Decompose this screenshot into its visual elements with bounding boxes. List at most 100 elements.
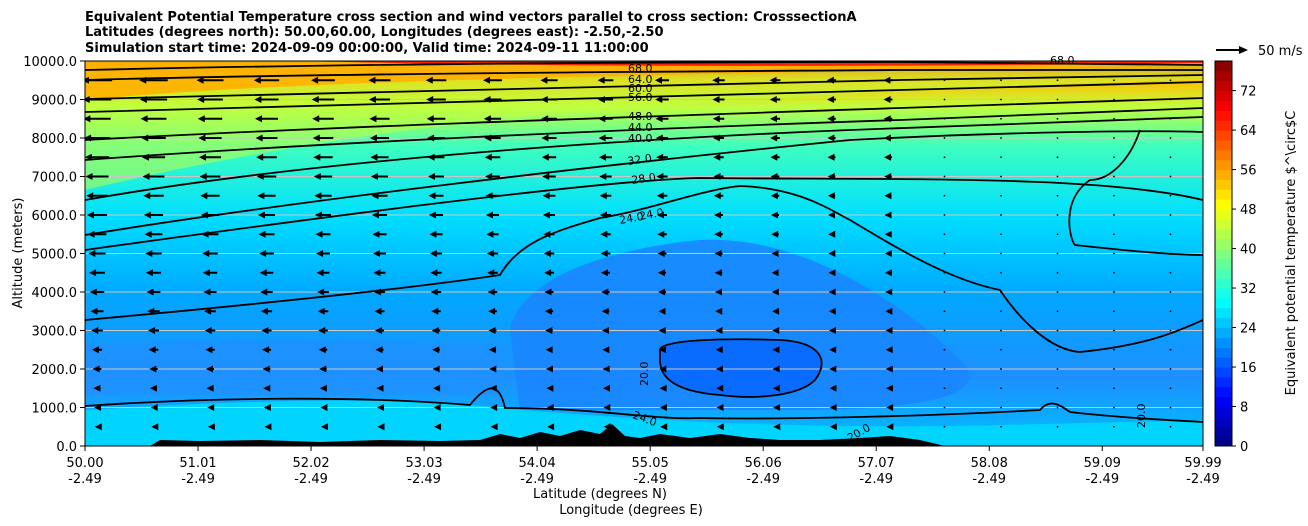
wind-vector-276 [1000, 175, 1002, 178]
wind-vector-207 [486, 230, 499, 238]
wind-vector-270 [656, 173, 668, 180]
colorbar-step-24 [1215, 199, 1232, 210]
wind-vector-83 [262, 346, 271, 354]
wind-vector-203 [258, 230, 275, 238]
wind-vector-209 [600, 230, 611, 238]
field-cyan-surface [85, 400, 1203, 446]
contour-label-3: 56.0 [628, 91, 653, 104]
title-line-3: Simulation start time: 2024-09-09 00:00:… [85, 41, 649, 56]
wind-vector-68 [545, 365, 553, 373]
contour-label-8: 28.0 [631, 171, 657, 187]
contour-32 [85, 130, 1203, 236]
colorbar-step-30 [1215, 139, 1232, 151]
wind-vector-301 [141, 134, 166, 142]
colorbar-tick-label-8: 64 [1240, 124, 1257, 139]
wind-vector-373 [826, 76, 837, 84]
wind-vector-198 [1113, 252, 1115, 255]
colorbar-step-29 [1215, 149, 1232, 161]
wind-vector-161 [145, 269, 162, 277]
contour-48 [85, 97, 1203, 141]
x-tick-lat-2: 52.02 [292, 456, 329, 471]
wind-vector-35 [943, 406, 946, 409]
wind-vector-265 [370, 173, 389, 180]
colorbar-step-13 [1215, 307, 1232, 319]
colorbar-step-27 [1215, 169, 1232, 180]
wind-vector-363 [253, 76, 280, 84]
wind-vector-118 [1113, 329, 1115, 332]
wind-vector-75 [943, 368, 946, 370]
wind-vector-21 [150, 404, 158, 411]
wind-vector-2 [207, 423, 215, 431]
wind-vector-50 [659, 384, 667, 392]
wind-vector-29 [603, 404, 611, 411]
wind-vector-95 [943, 348, 946, 351]
wind-vector-142 [203, 288, 217, 296]
wind-vector-44 [319, 384, 327, 392]
wind-vector-289 [598, 153, 613, 161]
wind-vector-144 [317, 288, 329, 296]
colorbar-tick-label-2: 16 [1240, 361, 1257, 376]
wind-vector-135 [943, 310, 946, 313]
wind-vector-256 [1000, 194, 1002, 197]
wind-vector-310 [655, 134, 669, 142]
x-tick-lat-3: 53.03 [405, 456, 442, 471]
wind-vector-97 [1056, 348, 1059, 351]
x-tick-lat-9: 59.09 [1084, 456, 1121, 471]
wind-vector-173 [828, 269, 836, 277]
contour-label-7: 32.0 [627, 152, 653, 168]
colorbar-step-34 [1215, 100, 1232, 111]
x-tick-lat-1: 51.01 [179, 456, 216, 471]
wind-vector-43 [263, 384, 271, 392]
wind-vector-109 [601, 327, 610, 334]
wind-vector-183 [259, 250, 274, 257]
wind-vector-164 [316, 269, 330, 277]
wind-vector-329 [598, 115, 613, 123]
wind-vector-365 [368, 76, 391, 84]
contour-label-9: 24.0 [618, 210, 644, 227]
y-tick-label-5: 5000.0 [32, 248, 78, 263]
wind-vector-94 [885, 346, 893, 354]
wind-vector-295 [943, 156, 946, 159]
wind-vector-262 [199, 173, 221, 180]
contour-label-2: 60.0 [628, 82, 653, 95]
wind-vector-178 [1113, 271, 1115, 274]
wind-vector-290 [656, 153, 668, 161]
x-tick-lon-7: -2.49 [859, 472, 893, 487]
wind-vector-328 [541, 115, 557, 123]
wind-vector-31 [716, 404, 724, 411]
contour-upper-1 [85, 61, 1203, 71]
wind-vector-235 [943, 214, 946, 216]
wind-vector-299 [1169, 156, 1172, 159]
wind-vector-20 [94, 404, 102, 411]
wind-vector-91 [715, 346, 723, 354]
wind-vector-102 [204, 327, 216, 334]
x-tick-lon-2: -2.49 [294, 472, 328, 487]
contour-label-10: 24.0 [638, 206, 664, 223]
wind-vector-152 [771, 288, 779, 296]
contour-44 [85, 107, 1203, 161]
wind-vector-296 [1000, 156, 1002, 159]
wind-vector-92 [772, 346, 780, 354]
wind-vector-352 [769, 96, 781, 103]
wind-vector-343 [254, 96, 279, 103]
wind-vector-346 [426, 96, 446, 103]
y-tick-label-3: 3000.0 [32, 325, 78, 340]
wind-vector-323 [255, 115, 278, 123]
wind-vector-163 [259, 269, 274, 277]
wind-vector-59 [1169, 387, 1172, 390]
colorbar-step-1 [1215, 426, 1232, 437]
wind-vector-275 [943, 175, 946, 178]
wind-vector-17 [1056, 425, 1059, 428]
wind-vector-93 [829, 346, 837, 354]
wind-vector-79 [1169, 368, 1172, 370]
wind-vector-86 [432, 346, 440, 354]
wind-vector-347 [483, 96, 502, 103]
wind-vector-222 [200, 211, 220, 219]
wind-vector-372 [769, 76, 781, 84]
wind-vector-334 [883, 115, 893, 123]
colorbar-step-14 [1215, 297, 1232, 309]
wind-vector-179 [1169, 271, 1172, 274]
wind-vector-336 [1000, 117, 1002, 120]
wind-vector-62 [205, 365, 215, 373]
